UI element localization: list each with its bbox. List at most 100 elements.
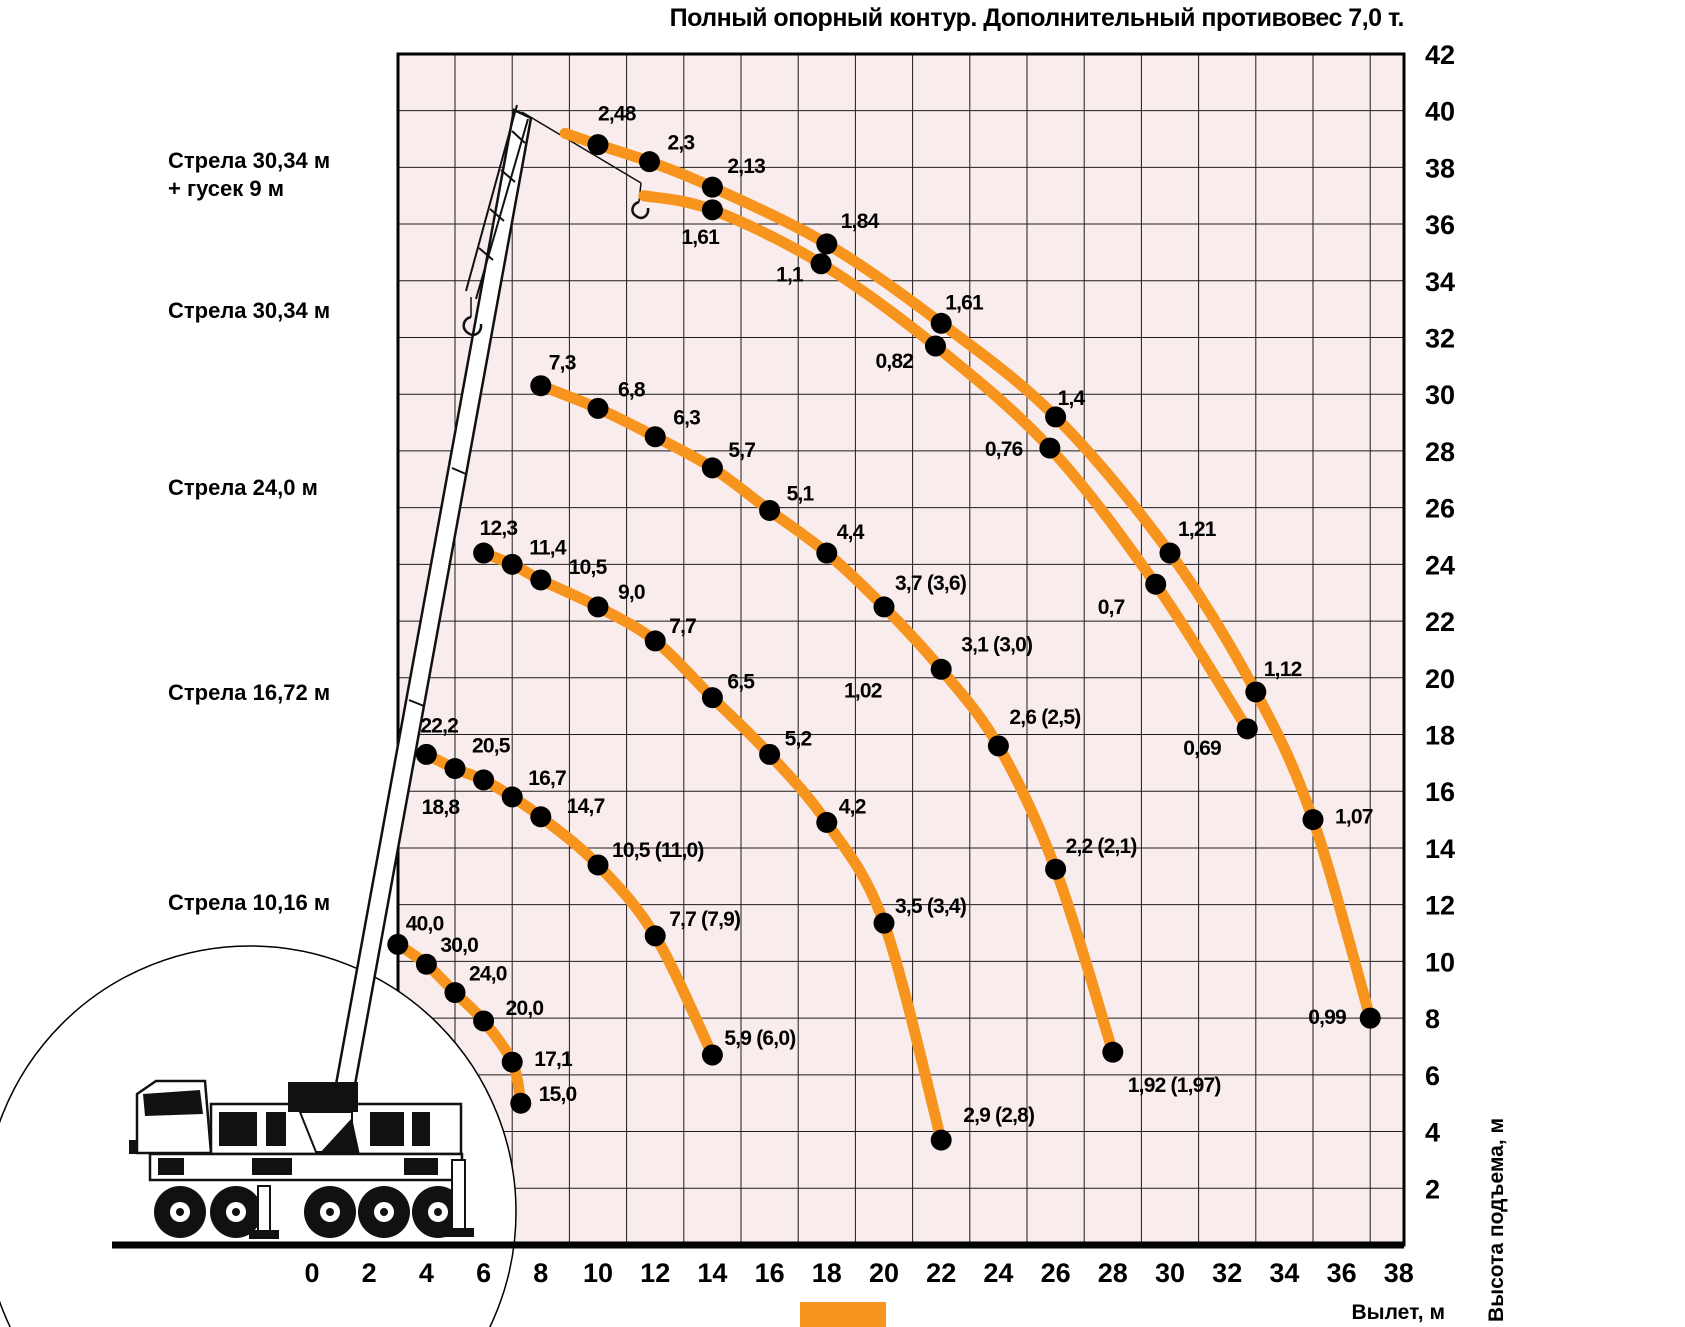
main-hook-icon — [462, 315, 483, 337]
curve-gusek-a — [559, 127, 1376, 1024]
data-point-strela-24 — [501, 553, 523, 575]
capacity-label: 6,3 — [673, 407, 700, 430]
capacity-label: 1,1 — [776, 264, 804, 287]
capacity-label: 1,21 — [1178, 518, 1217, 541]
capacity-label: 16,7 — [528, 767, 566, 790]
data-point-strela-30-34 — [530, 375, 552, 397]
x-tick-label: 4 — [419, 1258, 434, 1288]
aux-hook-icon — [631, 200, 650, 220]
data-point-strela-24 — [873, 912, 895, 934]
capacity-label: 0,7 — [1098, 596, 1125, 619]
capacity-label: 5,1 — [787, 482, 815, 505]
x-tick-label: 22 — [926, 1258, 956, 1288]
data-point-strela-10-16 — [387, 933, 409, 955]
data-point-gusek-a — [1302, 809, 1324, 831]
data-point-gusek-a — [816, 233, 838, 255]
capacity-label: 2,6 (2,5) — [1009, 706, 1080, 729]
capacity-label: 7,7 (7,9) — [669, 908, 740, 931]
y-axis-title: Высота подъема, м — [1485, 1118, 1508, 1322]
boom-length-label: Стрела 30,34 м — [168, 298, 330, 323]
x-tick-label: 26 — [1041, 1258, 1071, 1288]
outrigger-pad — [249, 1230, 279, 1239]
data-point-strela-30-34 — [1045, 858, 1067, 880]
x-tick-label: 20 — [869, 1258, 899, 1288]
data-point-strela-16-72 — [701, 1044, 723, 1066]
y-tick-label: 18 — [1425, 721, 1455, 751]
data-point-gusek-a — [1159, 542, 1181, 564]
data-point-strela-30-34 — [1102, 1041, 1124, 1063]
capacity-label: 40,0 — [406, 912, 444, 935]
capacity-label: 3,5 (3,4) — [895, 895, 966, 918]
data-point-gusek-a — [930, 312, 952, 334]
capacity-label: 17,1 — [534, 1048, 573, 1071]
data-point-strela-24 — [644, 630, 666, 652]
data-point-gusek-a — [701, 176, 723, 198]
capacity-label: 7,3 — [549, 352, 576, 375]
data-point-gusek-b — [1039, 437, 1061, 459]
y-tick-label: 30 — [1425, 380, 1455, 410]
data-point-strela-10-16 — [510, 1092, 532, 1114]
crane-jib-lattice — [465, 104, 529, 300]
capacity-label: 22,2 — [420, 714, 458, 737]
x-tick-label: 16 — [755, 1258, 785, 1288]
data-point-gusek-b — [1145, 573, 1167, 595]
truck-equipment-box — [370, 1112, 404, 1146]
data-point-strela-24 — [473, 542, 495, 564]
outrigger-pad — [444, 1228, 474, 1237]
capacity-label: 2,48 — [598, 103, 637, 126]
boom-section-mark — [408, 699, 425, 707]
y-tick-label: 40 — [1425, 97, 1455, 127]
outrigger-jack — [257, 1185, 271, 1233]
y-tick-label: 38 — [1425, 153, 1455, 183]
capacity-label: 1,4 — [1058, 387, 1086, 410]
x-tick-label: 14 — [697, 1258, 727, 1288]
truck-equipment-box — [412, 1112, 430, 1146]
capacity-label: 10,5 — [569, 556, 608, 579]
capacity-label: 0,76 — [985, 438, 1023, 461]
x-tick-label: 38 — [1384, 1258, 1414, 1288]
capacity-label: 9,0 — [618, 581, 645, 604]
data-point-strela-16-72 — [444, 758, 466, 780]
data-point-strela-24 — [816, 811, 838, 833]
legend-curve-swatch — [800, 1302, 886, 1327]
capacity-label: 30,0 — [440, 934, 478, 957]
capacity-label: 2,9 (2,8) — [963, 1104, 1034, 1127]
capacity-label: 20,0 — [506, 997, 544, 1020]
truck-equipment-box — [266, 1112, 286, 1146]
x-tick-label: 2 — [362, 1258, 377, 1288]
truck-windshield — [143, 1090, 203, 1116]
y-tick-label: 12 — [1425, 891, 1455, 921]
chassis-detail — [404, 1158, 438, 1175]
y-tick-label: 42 — [1425, 40, 1455, 70]
capacity-label: 1,12 — [1264, 658, 1302, 681]
y-tick-label: 20 — [1425, 664, 1455, 694]
x-tick-label: 34 — [1269, 1258, 1299, 1288]
truck-bumper — [129, 1140, 138, 1154]
capacity-label: 2,13 — [727, 155, 765, 178]
data-point-strela-16-72 — [530, 806, 552, 828]
data-point-strela-30-34 — [987, 735, 1009, 757]
data-point-gusek-a — [1245, 681, 1267, 703]
capacity-label: 10,5 (11,0) — [612, 839, 704, 862]
outrigger-jack — [451, 1159, 466, 1231]
data-point-strela-10-16 — [415, 953, 437, 975]
data-point-strela-10-16 — [501, 1051, 523, 1073]
capacity-label: 1,61 — [945, 291, 984, 314]
capacity-label: 1,61 — [681, 226, 720, 249]
truck-equipment-box — [219, 1112, 257, 1146]
capacity-label: 1,84 — [841, 210, 880, 233]
capacity-label: 14,7 — [567, 795, 605, 818]
boom-length-label: Стрела 24,0 м — [168, 475, 318, 500]
x-tick-label: 0 — [304, 1258, 319, 1288]
chassis-detail — [252, 1158, 292, 1175]
boom-length-label: Стрела 10,16 м — [168, 890, 330, 915]
y-tick-label: 6 — [1425, 1061, 1440, 1091]
capacity-label: 0,69 — [1183, 737, 1221, 760]
capacity-label: 0,82 — [875, 350, 913, 373]
data-point-gusek-b — [810, 253, 832, 275]
data-point-strela-16-72 — [501, 786, 523, 808]
data-point-strela-24 — [759, 743, 781, 765]
x-tick-label: 30 — [1155, 1258, 1185, 1288]
y-tick-label: 28 — [1425, 437, 1455, 467]
